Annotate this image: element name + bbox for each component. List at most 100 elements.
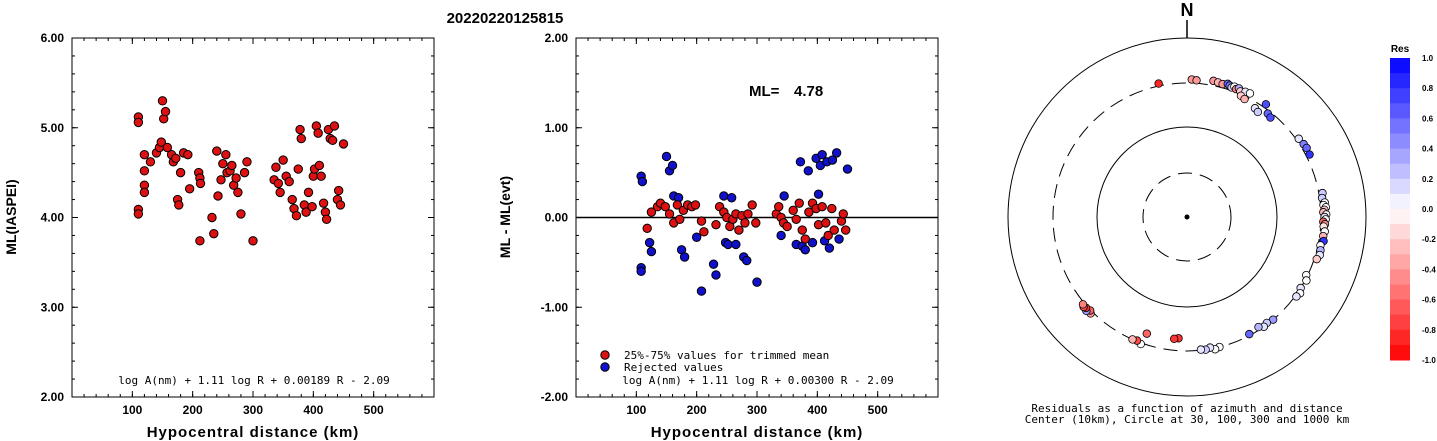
data-point — [242, 157, 252, 167]
residual-point — [1245, 89, 1255, 98]
colorbar-cell — [1390, 254, 1410, 270]
ring-100km — [1096, 126, 1278, 308]
colorbar-tick-label: -0.8 — [1422, 326, 1436, 335]
rejected-point — [824, 243, 835, 253]
colorbar-cell — [1390, 284, 1410, 301]
trimmed-point — [699, 227, 709, 237]
rejected-point — [637, 176, 648, 187]
rejected-point — [731, 239, 741, 250]
panel1-points — [133, 96, 349, 246]
panel1-ytick-label: 3.00 — [41, 300, 65, 314]
residual-point — [1312, 254, 1321, 264]
data-point — [278, 155, 288, 165]
data-point — [139, 149, 150, 160]
panel1-ytick-label: 5.00 — [41, 121, 65, 135]
data-point — [156, 137, 166, 147]
rejected-point — [726, 193, 737, 203]
rejected-point — [723, 239, 733, 250]
trimmed-point — [788, 205, 798, 216]
colorbar-ticks: 1.0 0.8 0.6 0.4 0.2 0.0 -0.2 -0.4 -0.6 -0.8 -1.0 — [1422, 54, 1436, 365]
trimmed-point — [774, 202, 784, 212]
residual-point — [1196, 345, 1206, 354]
colorbar-cell — [1390, 103, 1410, 119]
trimmed-point — [743, 209, 753, 219]
rejected-point — [661, 151, 672, 162]
colorbar-cell — [1390, 269, 1410, 285]
polar-caption-2: Center (10km), Circle at 30, 100, 300 an… — [1025, 413, 1350, 426]
colorbar-cell — [1390, 88, 1410, 104]
panel2-xtick-label: 300 — [747, 403, 767, 417]
trimmed-point — [664, 209, 675, 219]
trimmed-point — [696, 216, 707, 226]
rejected-point — [667, 160, 678, 171]
trimmed-point — [794, 198, 804, 208]
panel2-xtick-label: 400 — [807, 403, 827, 417]
residual-point — [1253, 107, 1263, 117]
north-label: N — [1181, 0, 1194, 20]
colorbar-tick-label: 0.4 — [1422, 145, 1434, 154]
legend-label-trimmed: 25%-75% values for trimmed mean — [624, 349, 829, 362]
rejected-point — [817, 149, 827, 160]
panel1-ylabel: ML(IASPEI) — [3, 179, 19, 254]
colorbar-cell — [1390, 118, 1410, 134]
residual-point — [1078, 300, 1088, 309]
panel2-xtick-label: 200 — [687, 403, 707, 417]
trimmed-point — [804, 207, 814, 217]
data-point — [207, 212, 217, 223]
rejected-point — [636, 266, 646, 277]
data-point — [213, 191, 223, 201]
panel1-formula: log A(nm) + 1.11 log R + 0.00189 R - 2.0… — [118, 374, 390, 387]
trimmed-point — [797, 225, 807, 235]
data-point — [162, 142, 173, 153]
data-point — [236, 209, 246, 219]
panel1-xtick-label: 300 — [243, 403, 263, 417]
trimmed-point — [642, 223, 652, 233]
panel2-ytick-label: -1.00 — [541, 300, 569, 314]
rejected-point — [831, 148, 842, 158]
rejected-point — [827, 155, 838, 165]
data-point — [273, 178, 284, 189]
rejected-point — [842, 164, 853, 174]
data-point — [175, 167, 186, 178]
residual-colorbar: Res 1.0 0.8 0.6 0.4 0.2 0.0 -0.2 -0.4 -0.6 -0.8 -1… — [1390, 44, 1436, 365]
data-point — [145, 157, 156, 167]
trimmed-point — [817, 202, 827, 212]
panel1-frame — [71, 37, 435, 398]
data-point — [275, 187, 285, 198]
trimmed-point — [829, 225, 839, 235]
ml-residual-panel: ML - ML(evt) Hypocentral distance (km) M… — [497, 31, 939, 441]
residual-point — [1240, 94, 1249, 104]
colorbar-cell — [1390, 329, 1410, 346]
residual-point — [1128, 335, 1137, 344]
rejected-point — [807, 237, 818, 248]
panel1-ytick-label: 6.00 — [41, 31, 65, 45]
ml-iaspei-panel: ML(IASPEI) Hypocentral distance (km) log… — [3, 31, 435, 441]
panel1-xlabel: Hypocentral distance (km) — [147, 424, 360, 441]
trimmed-point — [675, 214, 685, 224]
panel2-xlabel: Hypocentral distance (km) — [651, 424, 864, 441]
colorbar-title: Res — [1391, 44, 1410, 55]
colorbar-cell — [1390, 178, 1410, 195]
data-point — [291, 211, 302, 221]
ring-30km — [1142, 172, 1232, 262]
colorbar-cell — [1390, 239, 1410, 255]
residual-point — [1254, 322, 1263, 332]
residual-point — [1266, 113, 1275, 122]
ml-value: 4.78 — [794, 83, 823, 100]
ring-1000km — [1007, 37, 1367, 397]
ml-label: ML= — [749, 83, 780, 100]
colorbar-cells — [1390, 58, 1410, 361]
rejected-point — [795, 157, 806, 167]
trimmed-point — [800, 234, 810, 244]
residual-point — [1305, 150, 1314, 159]
panel2-legend: 25%-75% values for trimmed mean Rejected… — [600, 349, 829, 374]
trimmed-point — [827, 203, 837, 214]
panel2-ylabel: ML - ML(evt) — [497, 176, 513, 258]
polar-caption-1: Residuals as a function of azimuth and d… — [1031, 402, 1342, 415]
data-point — [171, 153, 181, 163]
colorbar-cell — [1390, 133, 1410, 150]
trimmed-point — [782, 221, 792, 232]
data-point — [133, 209, 144, 219]
colorbar-cell — [1390, 58, 1410, 74]
